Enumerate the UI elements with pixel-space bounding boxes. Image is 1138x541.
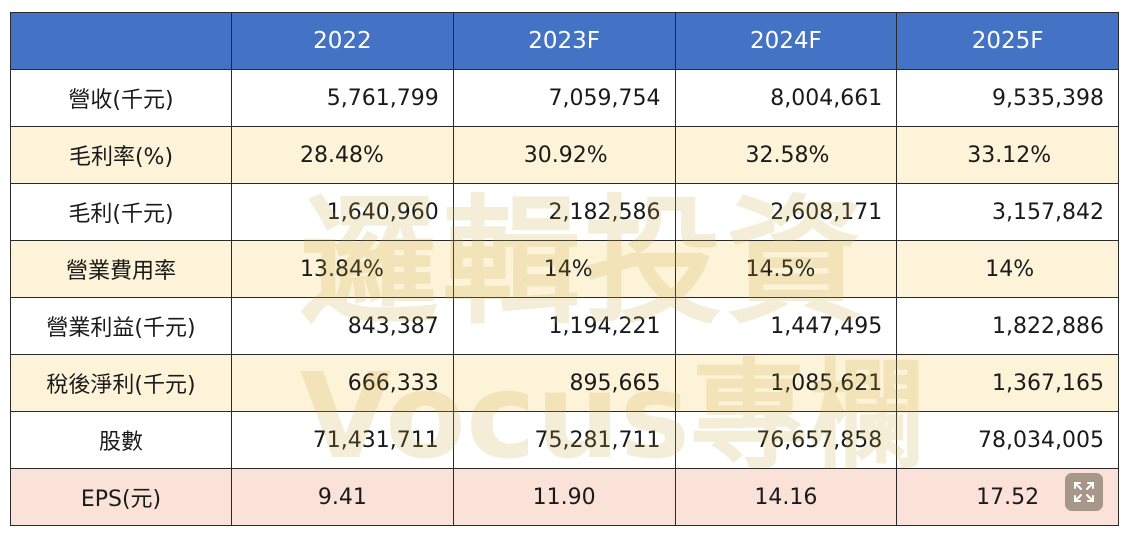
table-cell: 14.5% (674, 240, 898, 298)
header-cell: 2022 (231, 12, 454, 70)
table-cell: 30.92% (452, 126, 676, 184)
table-cell: 7,059,754 (452, 69, 676, 127)
table-cell: 11.90 (452, 468, 676, 526)
table-cell: 71,431,711 (231, 411, 454, 469)
header-row: 2022 2023F 2024F 2025F (10, 12, 1119, 70)
table-row: 毛利(千元) 1,640,960 2,182,586 2,608,171 3,1… (10, 183, 1119, 241)
table-cell: 9.41 (231, 468, 454, 526)
table-cell: 33.12% (896, 126, 1119, 184)
table-cell: 666,333 (231, 354, 454, 412)
table-row: 股數 71,431,711 75,281,711 76,657,858 78,0… (10, 411, 1119, 469)
row-label: 營收(千元) (10, 69, 232, 127)
row-label: 稅後淨利(千元) (10, 354, 232, 412)
table-cell: 895,665 (452, 354, 676, 412)
table-cell: 1,822,886 (896, 297, 1119, 355)
table-cell: 2,608,171 (674, 183, 898, 241)
row-label: 毛利率(%) (10, 126, 232, 184)
table-cell: 13.84% (231, 240, 454, 298)
row-label: EPS(元) (10, 468, 232, 526)
table-cell: 1,085,621 (674, 354, 898, 412)
row-label: 營業費用率 (10, 240, 232, 298)
table-cell: 1,194,221 (452, 297, 676, 355)
table-cell: 1,640,960 (231, 183, 454, 241)
table-cell: 75,281,711 (452, 411, 676, 469)
table-cell: 1,447,495 (674, 297, 898, 355)
table-cell: 14% (452, 240, 676, 298)
table-row: 營業利益(千元) 843,387 1,194,221 1,447,495 1,8… (10, 297, 1119, 355)
expand-icon (1074, 482, 1094, 502)
table-cell: 3,157,842 (896, 183, 1119, 241)
table-cell: 2,182,586 (452, 183, 676, 241)
header-cell (10, 12, 232, 70)
table-row: 毛利率(%) 28.48% 30.92% 32.58% 33.12% (10, 126, 1119, 184)
table-cell: 76,657,858 (674, 411, 898, 469)
table-row: EPS(元) 9.41 11.90 14.16 17.52 (10, 468, 1119, 526)
expand-button[interactable] (1065, 473, 1103, 511)
table-cell: 14% (896, 240, 1119, 298)
table-cell: 1,367,165 (896, 354, 1119, 412)
table-cell: 8,004,661 (674, 69, 898, 127)
table-row: 營業費用率 13.84% 14% 14.5% 14% (10, 240, 1119, 298)
row-label: 營業利益(千元) (10, 297, 232, 355)
table-cell: 78,034,005 (896, 411, 1119, 469)
table-row: 營收(千元) 5,761,799 7,059,754 8,004,661 9,5… (10, 69, 1119, 127)
table-cell: 843,387 (231, 297, 454, 355)
table-cell: 9,535,398 (896, 69, 1119, 127)
header-cell: 2025F (896, 12, 1119, 70)
header-cell: 2023F (452, 12, 676, 70)
row-label: 股數 (10, 411, 232, 469)
header-cell: 2024F (674, 12, 898, 70)
table-cell: 5,761,799 (231, 69, 454, 127)
financial-table: 2022 2023F 2024F 2025F 營收(千元) 5,761,799 … (10, 12, 1119, 526)
row-label: 毛利(千元) (10, 183, 232, 241)
table-cell: 28.48% (231, 126, 454, 184)
financial-table-container: 2022 2023F 2024F 2025F 營收(千元) 5,761,799 … (10, 12, 1119, 526)
table-row: 稅後淨利(千元) 666,333 895,665 1,085,621 1,367… (10, 354, 1119, 412)
table-cell: 14.16 (674, 468, 898, 526)
table-cell: 32.58% (674, 126, 898, 184)
